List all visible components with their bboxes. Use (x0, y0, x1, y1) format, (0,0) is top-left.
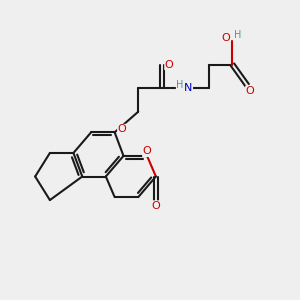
Text: N: N (184, 83, 193, 93)
Text: H: H (234, 30, 242, 40)
Text: O: O (165, 60, 173, 70)
Text: H: H (176, 80, 184, 90)
Text: O: O (222, 33, 230, 43)
Text: O: O (246, 86, 254, 96)
Text: O: O (118, 124, 126, 134)
Text: O: O (152, 201, 160, 211)
Text: O: O (143, 146, 152, 157)
